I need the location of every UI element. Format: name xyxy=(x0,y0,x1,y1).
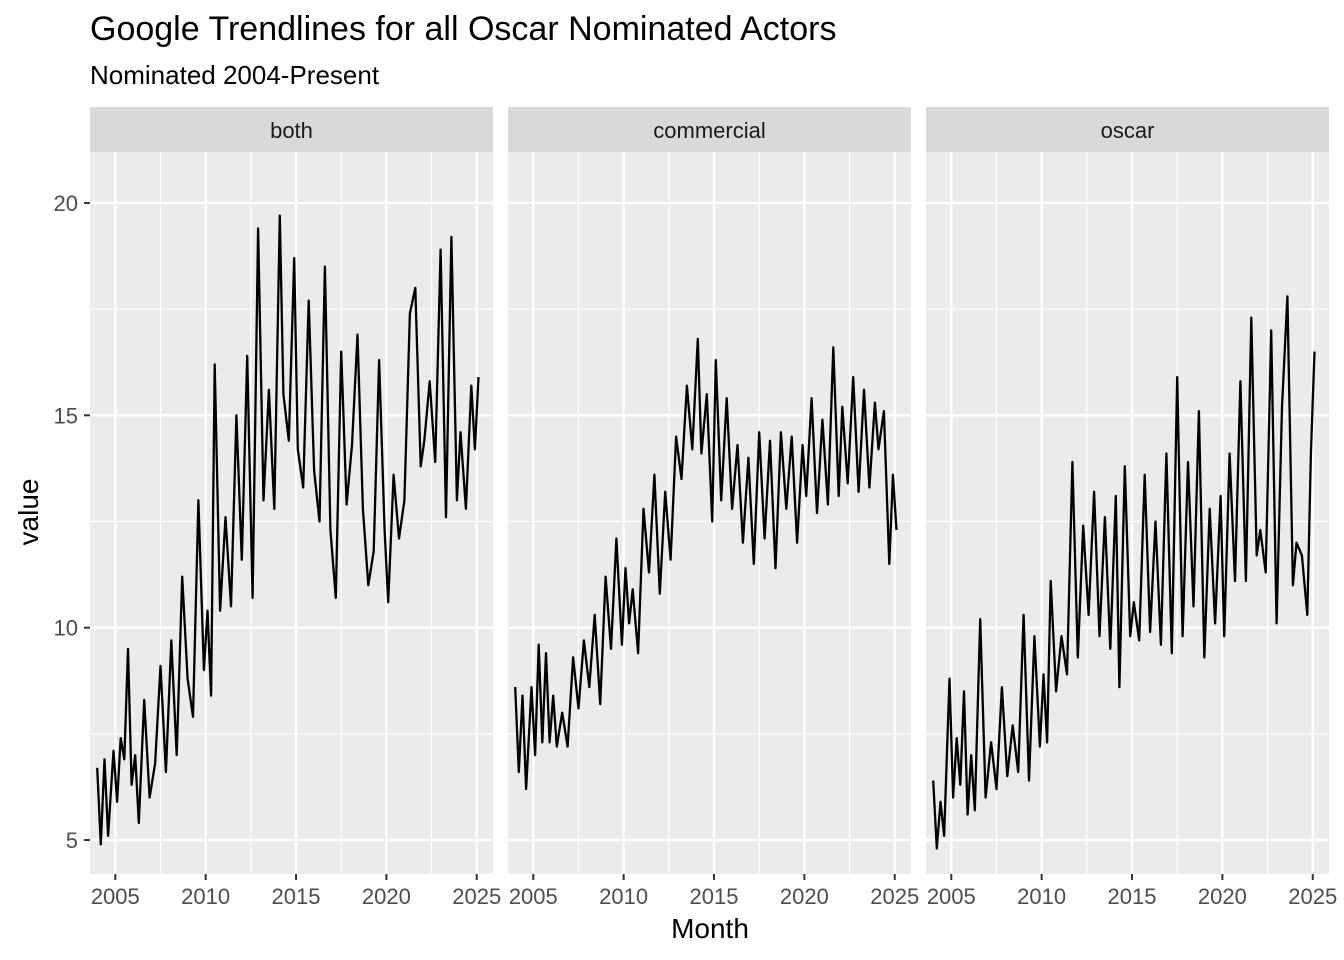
facet-strip-label: oscar xyxy=(1101,118,1155,143)
x-tick-label: 2020 xyxy=(362,884,411,909)
y-axis: 5 10 15 20 xyxy=(54,191,90,853)
panel-background xyxy=(926,152,1329,874)
x-tick-label: 2015 xyxy=(272,884,321,909)
series-line-commercial xyxy=(514,337,898,791)
x-tick-label: 2005 xyxy=(927,884,976,909)
x-tick-label: 2005 xyxy=(91,884,140,909)
panel-background xyxy=(508,152,911,874)
x-axis-title: Month xyxy=(671,913,749,944)
facet-panel-both: both 2005 2010 2015 2020 2025 xyxy=(90,107,501,909)
series-line-both xyxy=(96,214,480,846)
facet-strip-background xyxy=(926,107,1329,152)
facet-panel-commercial: commercial 2005 2010 2015 2020 2025 xyxy=(508,107,919,909)
facet-strip-label: both xyxy=(270,118,313,143)
y-axis-title: value xyxy=(13,479,44,546)
x-tick-label: 2025 xyxy=(452,884,501,909)
y-tick-label: 10 xyxy=(54,616,78,641)
x-tick-label: 2015 xyxy=(1108,884,1157,909)
x-tick-label: 2020 xyxy=(780,884,829,909)
facet-panel-oscar: oscar 2005 2010 2015 2020 2025 xyxy=(926,107,1337,909)
series-line-oscar xyxy=(932,295,1316,850)
x-tick-label: 2005 xyxy=(509,884,558,909)
x-tick-label: 2025 xyxy=(870,884,919,909)
facet-panels: both 2005 2010 2015 2020 2025 commercial 2005 20… xyxy=(90,107,1337,909)
chart-title: Google Trendlines for all Oscar Nominate… xyxy=(90,10,836,48)
y-tick-label: 15 xyxy=(54,403,78,428)
x-tick-label: 2010 xyxy=(599,884,648,909)
x-tick-label: 2010 xyxy=(181,884,230,909)
facet-strip-background xyxy=(90,107,493,152)
panel-background xyxy=(90,152,493,874)
facet-strip-background xyxy=(508,107,911,152)
chart-subtitle: Nominated 2004-Present xyxy=(90,60,380,90)
y-tick-label: 20 xyxy=(54,191,78,216)
facet-strip-label: commercial xyxy=(653,118,765,143)
x-tick-label: 2025 xyxy=(1288,884,1337,909)
y-tick-label: 5 xyxy=(66,828,78,853)
x-tick-label: 2010 xyxy=(1017,884,1066,909)
x-tick-label: 2015 xyxy=(690,884,739,909)
x-tick-label: 2020 xyxy=(1198,884,1247,909)
